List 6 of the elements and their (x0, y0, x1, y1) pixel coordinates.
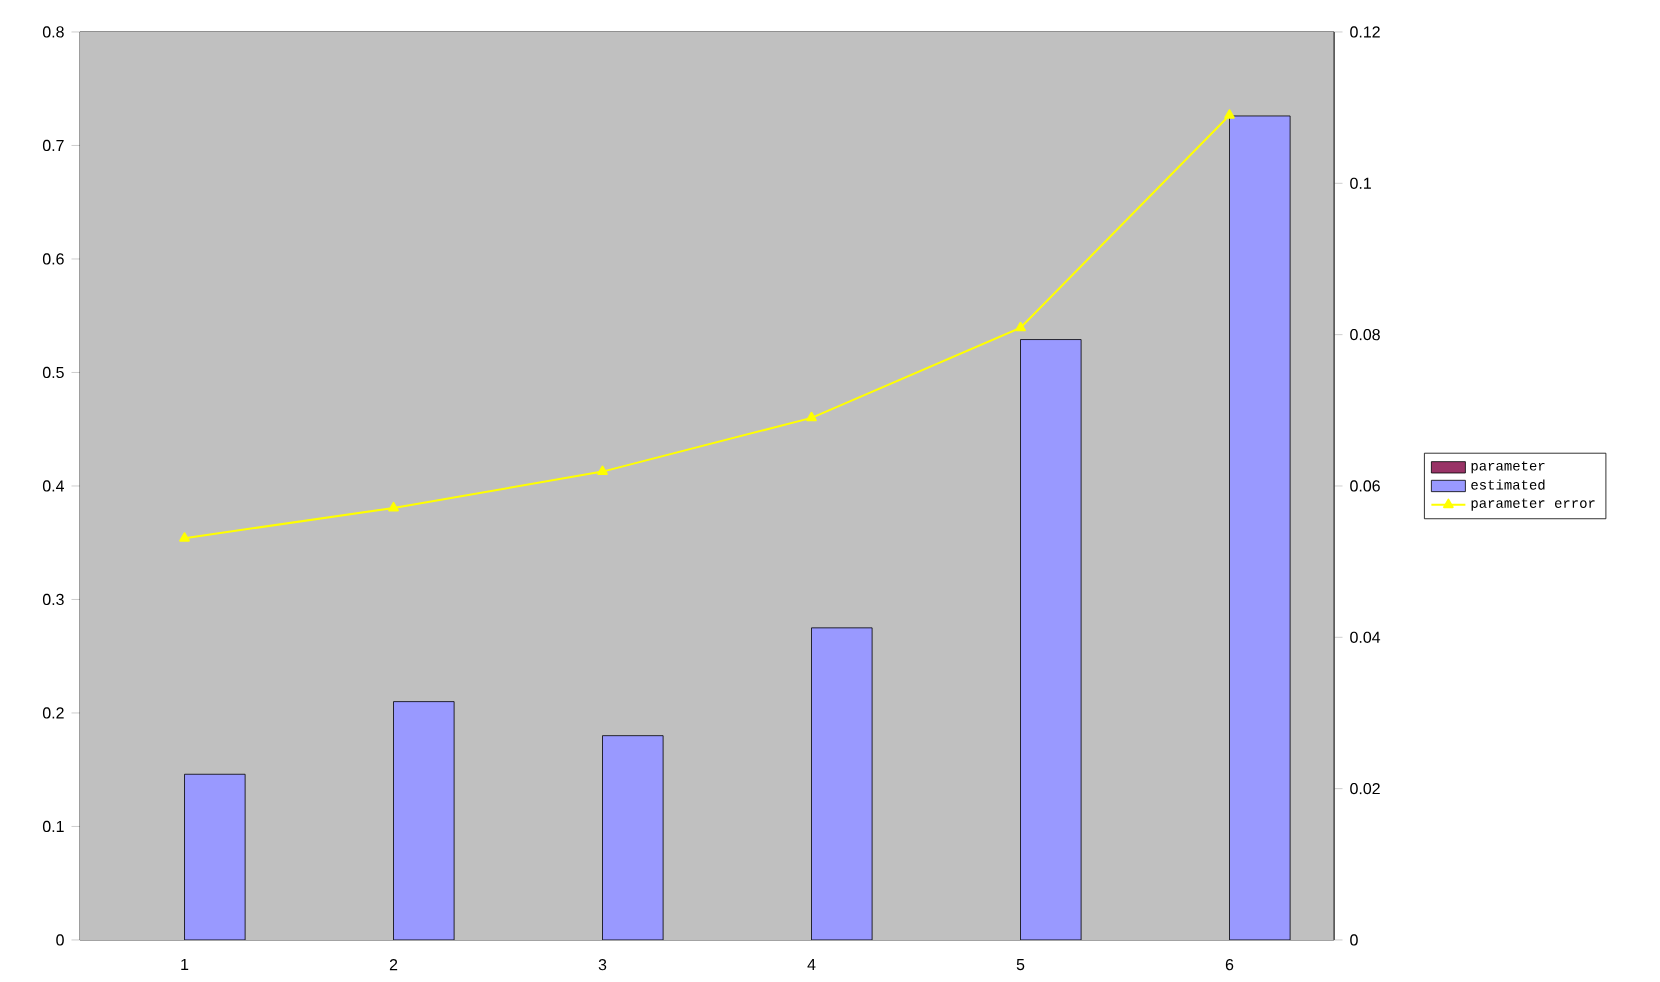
point (388, 501, 399, 512)
point (179, 532, 190, 542)
point (806, 411, 817, 422)
point (1015, 321, 1026, 332)
point (1224, 109, 1235, 119)
point (597, 465, 608, 476)
